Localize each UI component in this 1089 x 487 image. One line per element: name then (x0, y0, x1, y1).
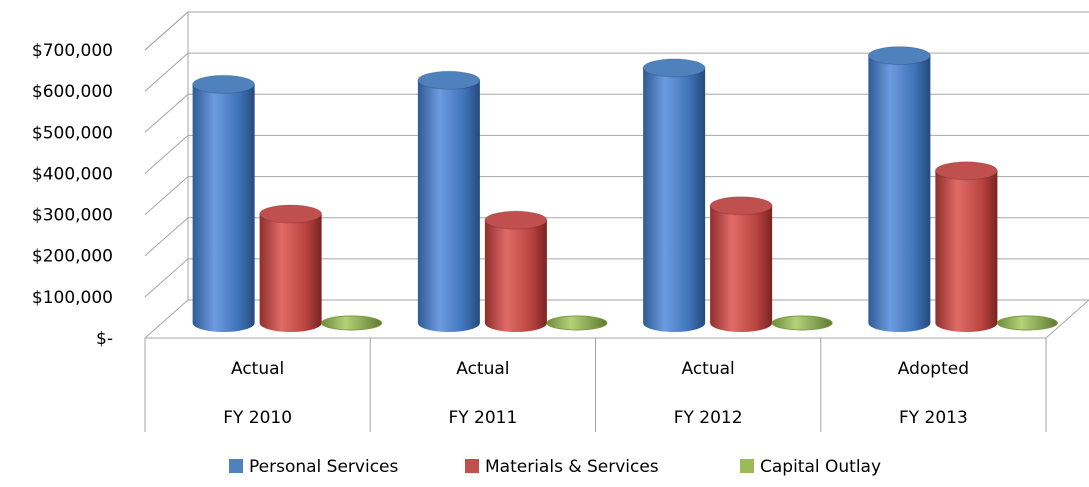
category-label: Actual (681, 359, 734, 379)
bar (259, 204, 323, 332)
bar (417, 70, 481, 332)
bars (192, 46, 1058, 333)
bar-top (259, 204, 323, 224)
bar-body (868, 55, 931, 332)
gridline-side (144, 258, 189, 298)
bar-body (710, 205, 773, 332)
category-label: Actual (456, 359, 509, 379)
y-tick-label: $500,000 (32, 123, 113, 143)
bar-disc (771, 315, 833, 331)
bar (642, 58, 706, 333)
bar (192, 74, 256, 332)
bar (546, 315, 608, 331)
bar-disc (321, 315, 383, 331)
bar (484, 210, 548, 332)
gridline-side (144, 176, 189, 215)
category-sublabel: FY 2011 (448, 408, 517, 428)
bar-top (709, 196, 773, 216)
floor-right-edge (1045, 299, 1089, 339)
legend-label: Capital Outlay (760, 457, 881, 477)
gridlines (144, 11, 1089, 298)
bar-top (867, 46, 931, 66)
gridline-side (144, 52, 189, 92)
bar-body (643, 67, 706, 333)
bar-body (484, 220, 547, 332)
bar-top (484, 210, 548, 230)
legend-swatch (465, 459, 479, 473)
bar (996, 315, 1058, 331)
bar-disc (996, 315, 1058, 331)
legend-label: Personal Services (249, 457, 398, 477)
y-tick-label: $200,000 (32, 247, 113, 267)
legend-label: Materials & Services (485, 457, 659, 477)
gridline-side (144, 135, 189, 174)
bar-disc (546, 315, 608, 331)
bar-body (192, 84, 255, 332)
y-axis-tick-labels: $- $100,000 $200,000 $300,000 $400,000 $500,0… (32, 41, 113, 349)
legend: Personal Services Materials & Services Cap… (229, 457, 881, 477)
y-tick-label: $100,000 (32, 288, 113, 308)
y-tick-label: $700,000 (32, 41, 113, 61)
category-label: Adopted (898, 359, 969, 379)
bar (709, 196, 773, 332)
category-label: Actual (231, 359, 284, 379)
bar (934, 161, 998, 332)
y-tick-label: $600,000 (32, 82, 113, 102)
floor-left-edge (144, 299, 189, 339)
bar-body (935, 170, 998, 332)
bar-top (417, 70, 481, 90)
gridline-side (144, 11, 189, 51)
bar (867, 46, 931, 332)
bar (321, 315, 383, 331)
bar-body (259, 213, 322, 332)
bar-top (934, 161, 998, 181)
gridline-side (144, 93, 189, 133)
y-tick-label: $400,000 (32, 164, 113, 184)
category-sublabel: FY 2012 (674, 408, 743, 428)
y-tick-label: $- (96, 329, 113, 349)
category-sublabel: FY 2010 (223, 408, 292, 428)
category-axis: Actual FY 2010 Actual FY 2011 Actual FY 2012 A… (144, 337, 1047, 432)
legend-swatch (740, 459, 754, 473)
category-sublabel: FY 2013 (899, 408, 968, 428)
bar-body (417, 80, 480, 332)
legend-swatch (229, 459, 243, 473)
bar-top (192, 74, 256, 94)
gridline-side (144, 217, 189, 257)
bar (771, 315, 833, 331)
bar-top (642, 58, 706, 78)
y-tick-label: $300,000 (32, 206, 113, 226)
